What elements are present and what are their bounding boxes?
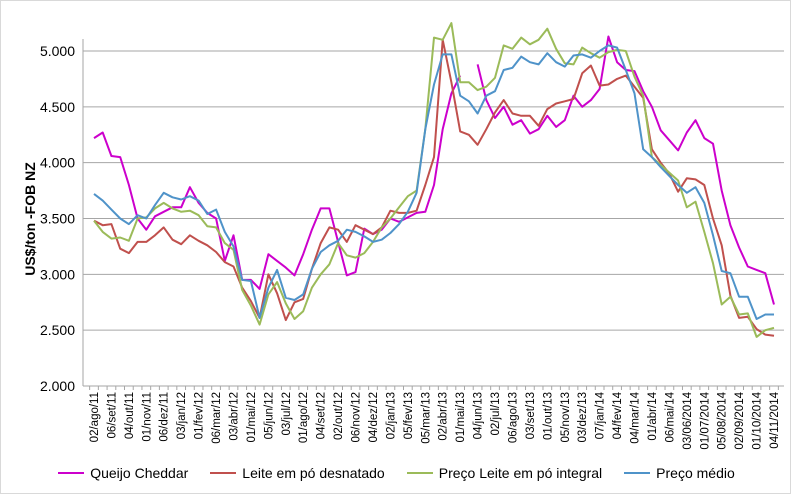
x-tick-label: 05/jun/12 bbox=[263, 392, 275, 439]
x-tick-label: 06/ago/13 bbox=[507, 392, 519, 443]
legend-label: Preço Leite em pó integral bbox=[438, 465, 603, 481]
y-tick-label: 4.000 bbox=[40, 155, 75, 171]
x-tick-label: 01/nov/11 bbox=[141, 392, 153, 442]
x-tick-label: 04/set/12 bbox=[316, 392, 328, 439]
x-tick-label: 01/out/13 bbox=[542, 392, 554, 440]
legend-swatch bbox=[58, 472, 85, 474]
x-tick-label: 01/mai/12 bbox=[246, 392, 258, 443]
x-tick-label: 04/fev/14 bbox=[612, 391, 624, 439]
legend-swatch bbox=[210, 472, 237, 474]
legend: Queijo Cheddar Leite em pó desnatado Pre… bbox=[1, 465, 791, 481]
y-tick-label: 3.000 bbox=[40, 266, 75, 282]
x-tick-label: 01/07/2014 bbox=[699, 391, 711, 449]
x-tick-label: 03/06/2014 bbox=[682, 391, 694, 449]
x-tick-label: 02/jul/13 bbox=[490, 392, 502, 435]
y-tick-label: 2.500 bbox=[40, 322, 75, 338]
x-tick-label: 06/mar/12 bbox=[211, 392, 223, 444]
x-tick-label: 05/fev/13 bbox=[403, 392, 415, 439]
x-tick-label: 01/mai/13 bbox=[455, 392, 467, 443]
legend-item-cheddar: Queijo Cheddar bbox=[58, 465, 188, 481]
x-tick-label: 02/09/2014 bbox=[734, 391, 746, 449]
series-line-1 bbox=[93, 38, 775, 337]
y-axis-title: US$/ton -FOB NZ bbox=[22, 162, 38, 276]
x-tick-label: 03/jul/12 bbox=[281, 392, 293, 435]
x-tick-label: 06/dez/11 bbox=[159, 392, 171, 442]
series-line-3 bbox=[93, 44, 774, 320]
x-tick-label: 06/set/11 bbox=[106, 392, 118, 438]
y-tick-label: 4.500 bbox=[40, 99, 75, 115]
x-tick-label: 05/nov/13 bbox=[560, 392, 572, 443]
legend-label: Preço médio bbox=[656, 465, 735, 481]
x-tick-label: 03/dez/13 bbox=[577, 392, 589, 443]
x-tick-label: 02/abr/13 bbox=[438, 392, 450, 441]
x-tick-label: 03/abr/12 bbox=[228, 392, 240, 441]
x-tick-label: 01/abr/14 bbox=[647, 391, 659, 440]
x-tick-label: 01/10/2014 bbox=[752, 391, 764, 449]
x-tick-label: 04/mar/14 bbox=[630, 391, 642, 443]
legend-swatch bbox=[624, 472, 651, 474]
y-tick-label: 3.500 bbox=[40, 211, 75, 227]
x-tick-label: 03/jan/12 bbox=[176, 392, 188, 439]
x-tick-label: 05/mar/13 bbox=[420, 392, 432, 444]
x-tick-label: 06/mai/14 bbox=[664, 391, 676, 442]
x-tick-label: 01/ago/12 bbox=[298, 392, 310, 443]
legend-item-desnatado: Leite em pó desnatado bbox=[210, 465, 385, 481]
x-tick-label: 03/set/13 bbox=[525, 392, 537, 439]
x-tick-label: 04/dez/12 bbox=[368, 392, 380, 443]
legend-item-integral: Preço Leite em pó integral bbox=[406, 465, 603, 481]
legend-label: Queijo Cheddar bbox=[90, 465, 189, 481]
legend-label: Leite em pó desnatado bbox=[242, 465, 385, 481]
legend-swatch bbox=[406, 472, 433, 474]
x-tick-label: 04/11/2014 bbox=[769, 391, 781, 448]
series-line-0 bbox=[93, 35, 775, 305]
x-tick-label: 02/out/12 bbox=[333, 392, 345, 440]
y-tick-label: 5.000 bbox=[40, 43, 75, 59]
x-tick-label: 04/jun/13 bbox=[473, 392, 485, 439]
x-tick-label: 02/jan/13 bbox=[385, 392, 397, 439]
x-tick-label: 05/08/2014 bbox=[717, 391, 729, 449]
series-line-2 bbox=[93, 22, 775, 338]
y-tick-label: 2.000 bbox=[40, 378, 75, 394]
x-tick-label: 02/ago/11 bbox=[89, 392, 101, 442]
x-tick-label: 04/out/11 bbox=[124, 392, 136, 439]
x-tick-label: 01/fev/12 bbox=[194, 392, 206, 439]
legend-item-medio: Preço médio bbox=[624, 465, 735, 481]
x-tick-label: 07/jan/14 bbox=[595, 391, 607, 439]
x-tick-label: 06/nov/12 bbox=[351, 392, 363, 443]
